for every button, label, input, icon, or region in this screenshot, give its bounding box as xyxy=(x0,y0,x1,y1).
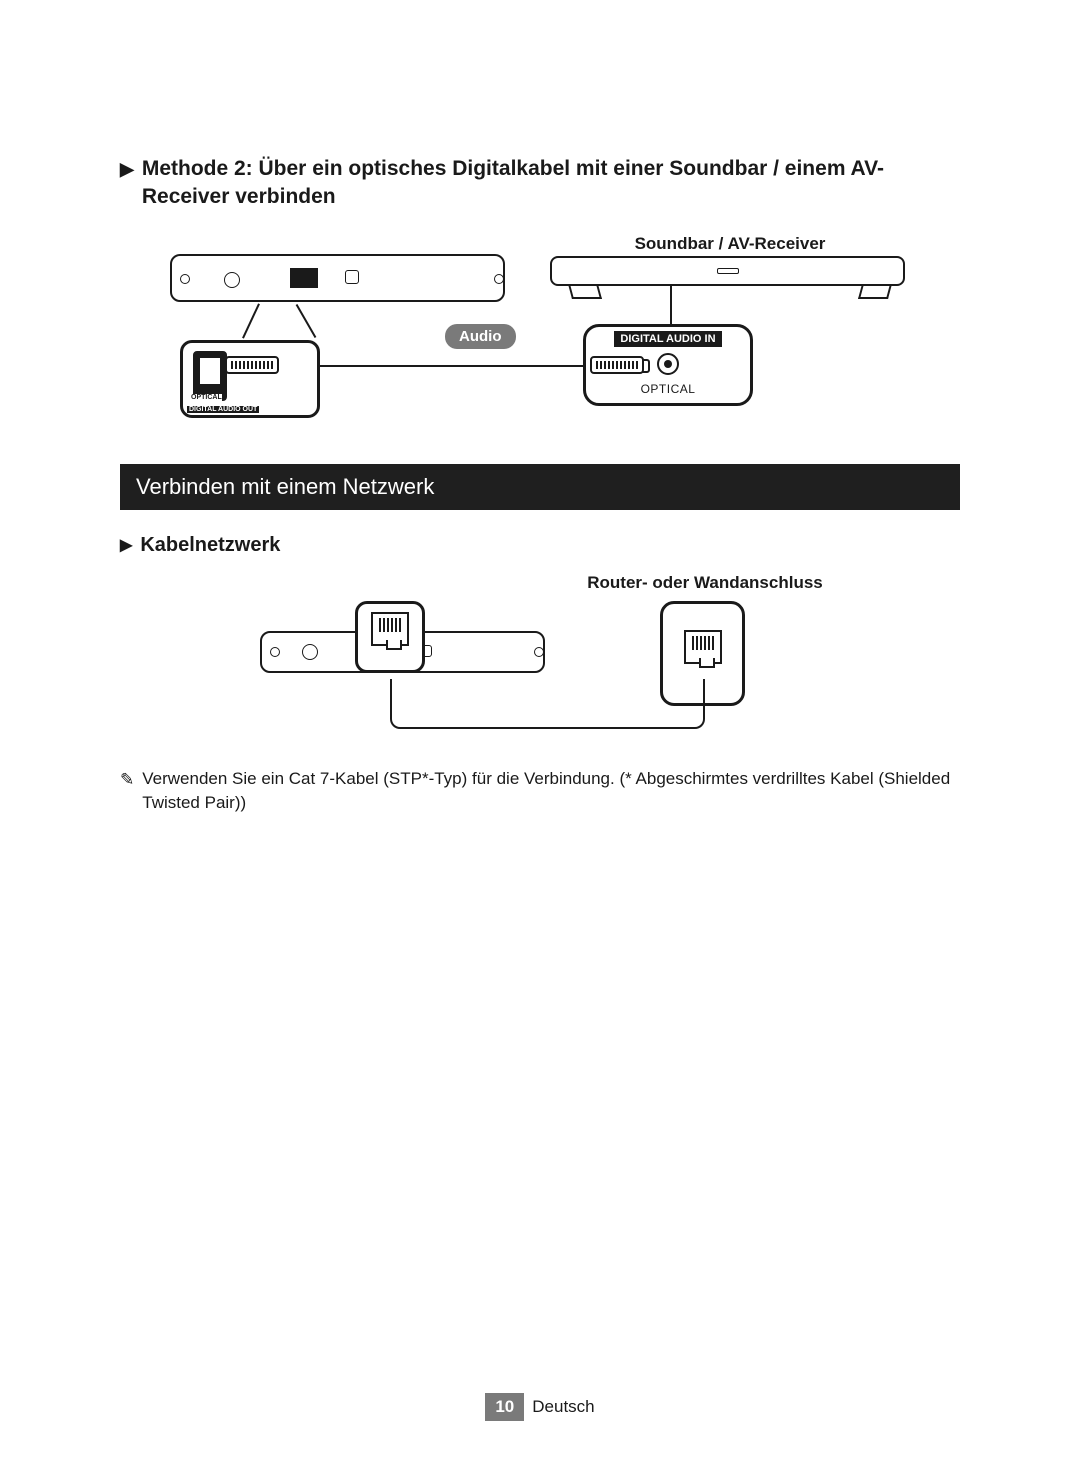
optical-connection-diagram: Soundbar / AV-Receiver Audio OPTICAL DIG… xyxy=(170,234,910,424)
optical-out-callout: OPTICAL DIGITAL AUDIO OUT xyxy=(180,340,320,418)
method-2-heading-text: Methode 2: Über ein optisches Digitalkab… xyxy=(142,155,960,212)
page-language: Deutsch xyxy=(532,1397,594,1416)
router-wall-label: Router- oder Wandanschluss xyxy=(450,573,960,593)
triangle-icon: ▶ xyxy=(120,535,132,555)
optical-plug-left xyxy=(225,356,279,374)
cat7-note: ✎ Verwenden Sie ein Cat 7-Kabel (STP*-Ty… xyxy=(120,767,960,816)
optical-jack-icon xyxy=(657,353,679,375)
optical-label-bottom: OPTICAL xyxy=(586,382,750,396)
optical-out-label-top: OPTICAL xyxy=(191,394,222,401)
triangle-icon: ▶ xyxy=(120,157,134,181)
optical-out-label-bottom: DIGITAL AUDIO OUT xyxy=(187,406,259,413)
audio-pill-label: Audio xyxy=(445,324,516,349)
soundbar-label: Soundbar / AV-Receiver xyxy=(600,234,860,254)
optical-plug-right xyxy=(590,356,644,374)
note-icon: ✎ xyxy=(120,768,134,817)
wired-network-heading: ▶ Kabelnetzwerk xyxy=(120,534,960,557)
wired-network-heading-text: Kabelnetzwerk xyxy=(140,534,280,557)
ethernet-connection-diagram xyxy=(260,601,820,741)
section-bar-network: Verbinden mit einem Netzwerk xyxy=(120,464,960,510)
player-device xyxy=(170,254,505,302)
ethernet-cable xyxy=(390,679,705,729)
soundbar-device xyxy=(550,256,905,286)
page-footer: 10 Deutsch xyxy=(0,1393,1080,1421)
digital-audio-in-label: DIGITAL AUDIO IN xyxy=(614,331,721,347)
ethernet-port-callout xyxy=(355,601,425,673)
page-number: 10 xyxy=(485,1393,524,1421)
rj45-port-icon xyxy=(371,612,409,646)
optical-cable xyxy=(280,365,590,367)
cat7-note-text: Verwenden Sie ein Cat 7-Kabel (STP*-Typ)… xyxy=(142,767,960,816)
method-2-heading: ▶ Methode 2: Über ein optisches Digitalk… xyxy=(120,155,960,212)
rj45-wall-icon xyxy=(684,630,722,664)
